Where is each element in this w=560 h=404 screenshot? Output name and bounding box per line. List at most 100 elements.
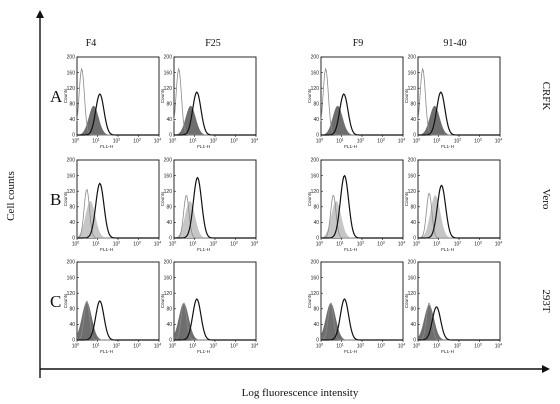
y-tick-label: 40 bbox=[410, 220, 416, 226]
panel-y-label: Counts bbox=[307, 293, 312, 308]
y-tick-label: 200 bbox=[408, 260, 417, 266]
x-tick-label: 101 bbox=[92, 343, 100, 350]
y-tick-label: 200 bbox=[311, 55, 320, 61]
column-title: F25 bbox=[205, 38, 221, 49]
filled-histogram bbox=[418, 304, 500, 340]
y-tick-label: 40 bbox=[69, 117, 75, 123]
panel-x-label: FL1-H bbox=[197, 247, 210, 252]
x-tick-label: 103 bbox=[474, 138, 482, 145]
x-axis-label: Log fluorescence intensity bbox=[242, 387, 359, 399]
y-tick-label: 120 bbox=[67, 86, 76, 92]
histogram-panel: 0 40 80 120 160 200 100 101 102 103 104 FL1-H Counts bbox=[160, 260, 258, 354]
histogram-panel: 0 40 80 120 160 200 100 101 102 103 104 FL1-H Counts bbox=[63, 55, 161, 149]
filled-histogram bbox=[77, 105, 159, 135]
y-tick-label: 80 bbox=[410, 205, 416, 211]
x-tick-label: 102 bbox=[113, 138, 121, 145]
y-tick-label: 160 bbox=[408, 70, 417, 76]
x-tick-label: 103 bbox=[474, 241, 482, 248]
histogram-panel: 0 40 80 120 160 200 100 101 102 103 104 FL1-H Counts bbox=[404, 55, 502, 149]
panel-y-label: Counts bbox=[404, 88, 409, 103]
y-tick-label: 40 bbox=[313, 322, 319, 328]
x-tick-label: 101 bbox=[433, 138, 441, 145]
filled-histogram bbox=[77, 201, 159, 238]
y-tick-label: 200 bbox=[67, 260, 76, 266]
x-tick-label: 102 bbox=[113, 343, 121, 350]
y-tick-label: 40 bbox=[166, 220, 172, 226]
x-tick-label: 104 bbox=[398, 343, 406, 350]
y-tick-label: 40 bbox=[410, 117, 416, 123]
y-tick-label: 160 bbox=[164, 173, 173, 179]
histogram-panel: 0 40 80 120 160 200 100 101 102 103 104 FL1-H Counts bbox=[404, 260, 502, 354]
x-tick-label: 100 bbox=[72, 241, 80, 248]
y-tick-label: 200 bbox=[67, 55, 76, 61]
y-tick-label: 160 bbox=[164, 70, 173, 76]
x-tick-label: 100 bbox=[169, 241, 177, 248]
y-tick-label: 0 bbox=[316, 338, 319, 344]
x-tick-label: 101 bbox=[433, 343, 441, 350]
panel-y-label: Counts bbox=[160, 88, 165, 103]
panel-x-label: FL1-H bbox=[344, 144, 357, 149]
x-tick-label: 103 bbox=[230, 241, 238, 248]
x-tick-label: 104 bbox=[495, 343, 503, 350]
x-tick-label: 102 bbox=[357, 241, 365, 248]
filled-histogram bbox=[174, 302, 256, 340]
x-tick-label: 101 bbox=[336, 138, 344, 145]
x-tick-label: 104 bbox=[495, 241, 503, 248]
y-tick-label: 40 bbox=[313, 117, 319, 123]
x-tick-label: 102 bbox=[357, 343, 365, 350]
panel-frame bbox=[320, 261, 404, 341]
y-tick-label: 80 bbox=[410, 307, 416, 313]
panel-y-label: Counts bbox=[307, 191, 312, 206]
panel-x-label: FL1-H bbox=[441, 247, 454, 252]
y-tick-label: 200 bbox=[408, 158, 417, 164]
y-tick-label: 0 bbox=[72, 338, 75, 344]
x-tick-label: 104 bbox=[251, 138, 259, 145]
x-tick-label: 100 bbox=[169, 343, 177, 350]
x-tick-label: 100 bbox=[316, 241, 324, 248]
x-tick-label: 103 bbox=[133, 343, 141, 350]
x-tick-label: 104 bbox=[154, 138, 162, 145]
y-tick-label: 120 bbox=[164, 86, 173, 92]
histogram-panel: 0 40 80 120 160 200 100 101 102 103 104 FL1-H Counts bbox=[160, 158, 258, 252]
y-tick-label: 40 bbox=[410, 322, 416, 328]
panel-x-label: FL1-H bbox=[100, 349, 113, 354]
x-tick-label: 100 bbox=[169, 138, 177, 145]
y-tick-label: 80 bbox=[166, 307, 172, 313]
panel-frame bbox=[76, 56, 160, 136]
y-tick-label: 200 bbox=[311, 260, 320, 266]
filled-histogram bbox=[321, 105, 403, 135]
column-title: 91-40 bbox=[443, 38, 466, 49]
y-tick-label: 0 bbox=[316, 133, 319, 139]
x-tick-label: 100 bbox=[72, 138, 80, 145]
x-tick-label: 103 bbox=[133, 138, 141, 145]
panel-y-label: Counts bbox=[160, 191, 165, 206]
y-tick-label: 120 bbox=[164, 189, 173, 195]
panel-x-label: FL1-H bbox=[344, 247, 357, 252]
y-tick-label: 0 bbox=[169, 236, 172, 242]
y-tick-label: 80 bbox=[69, 205, 75, 211]
panel-x-label: FL1-H bbox=[197, 144, 210, 149]
y-tick-label: 120 bbox=[311, 291, 320, 297]
histogram-panel: 0 40 80 120 160 200 100 101 102 103 104 FL1-H Counts bbox=[307, 158, 405, 252]
x-tick-label: 101 bbox=[433, 241, 441, 248]
x-tick-label: 103 bbox=[230, 343, 238, 350]
x-tick-label: 101 bbox=[189, 138, 197, 145]
panel-frame bbox=[417, 56, 501, 136]
x-tick-label: 103 bbox=[474, 343, 482, 350]
x-tick-label: 104 bbox=[398, 241, 406, 248]
y-tick-label: 160 bbox=[311, 173, 320, 179]
x-tick-label: 101 bbox=[92, 138, 100, 145]
histogram-panel: 0 40 80 120 160 200 100 101 102 103 104 FL1-H Counts bbox=[307, 55, 405, 149]
x-tick-label: 101 bbox=[189, 241, 197, 248]
y-tick-label: 200 bbox=[67, 158, 76, 164]
y-tick-label: 200 bbox=[164, 55, 173, 61]
row-letter: C bbox=[50, 292, 61, 311]
y-tick-label: 80 bbox=[313, 205, 319, 211]
x-tick-label: 100 bbox=[316, 138, 324, 145]
y-tick-label: 40 bbox=[69, 322, 75, 328]
x-tick-label: 101 bbox=[92, 241, 100, 248]
y-tick-label: 0 bbox=[316, 236, 319, 242]
filled-histogram bbox=[418, 195, 500, 238]
panel-y-label: Counts bbox=[307, 88, 312, 103]
